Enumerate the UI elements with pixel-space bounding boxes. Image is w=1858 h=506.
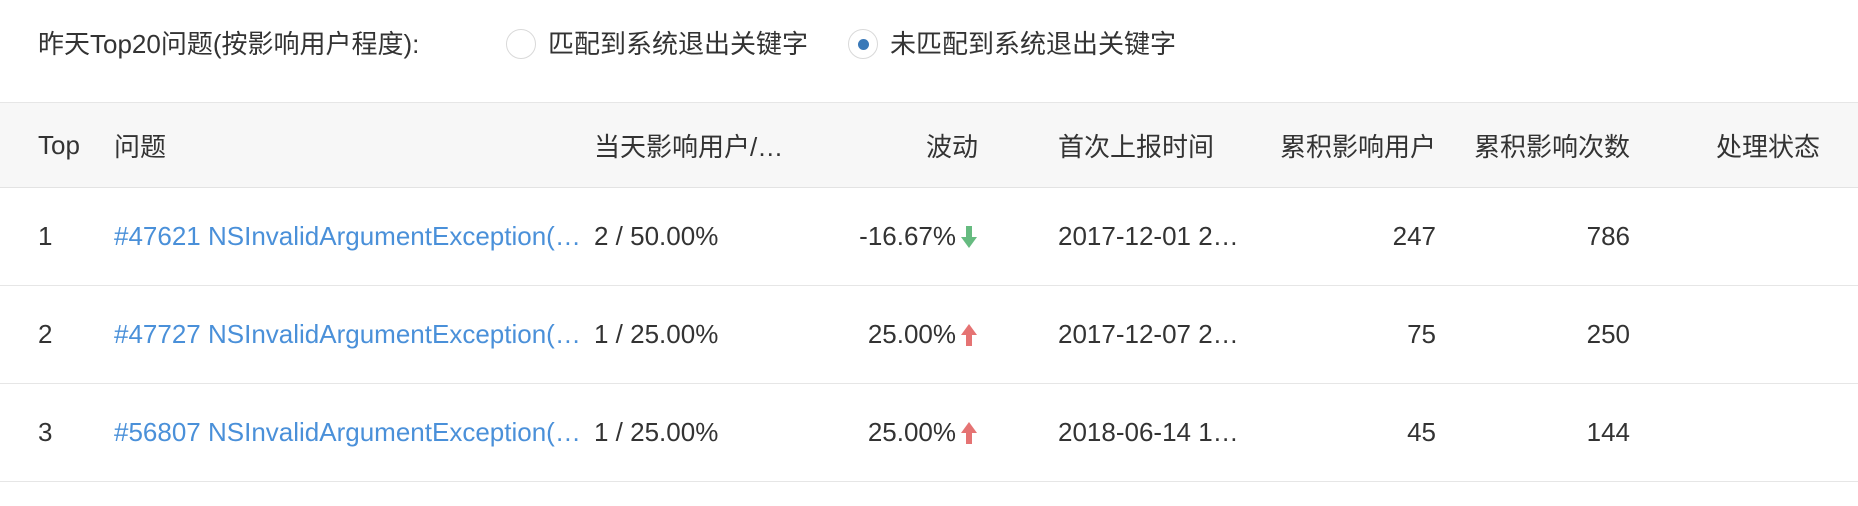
table-row: 2 #47727 NSInvalidArgumentException(… 1 … [0, 286, 1858, 384]
arrow-up-icon [961, 421, 977, 444]
cell-trend: 25.00% [820, 384, 978, 481]
header-cumulative-users[interactable]: 累积影响用户 [1279, 131, 1436, 162]
table-row: 3 #56807 NSInvalidArgumentException(… 1 … [0, 384, 1858, 482]
cell-top: 1 [38, 221, 53, 251]
header-status[interactable]: 处理状态 [1715, 131, 1820, 162]
radio-button-checked-icon[interactable] [848, 29, 878, 59]
header-today-users[interactable]: 当天影响用户/… [594, 131, 784, 162]
cell-status [1690, 188, 1820, 285]
cell-trend: 25.00% [820, 286, 978, 383]
cell-cumulative-times: 144 [1586, 417, 1630, 447]
cell-first-report: 2018-06-14 1… [1058, 417, 1239, 447]
radio-label[interactable]: 匹配到系统退出关键字 [548, 29, 809, 59]
cell-cumulative-users: 45 [1407, 417, 1436, 447]
radio-label[interactable]: 未匹配到系统退出关键字 [890, 29, 1177, 59]
radio-matched-exit-keyword[interactable]: 匹配到系统退出关键字 [506, 26, 808, 62]
radio-unmatched-exit-keyword[interactable]: 未匹配到系统退出关键字 [848, 26, 1176, 62]
cell-cumulative-times: 786 [1586, 221, 1630, 251]
cell-first-report: 2017-12-01 2… [1058, 221, 1239, 251]
header-trend[interactable]: 波动 [925, 131, 978, 162]
issue-link[interactable]: #56807 NSInvalidArgumentException(… [114, 417, 581, 447]
issue-link[interactable]: #47727 NSInvalidArgumentException(… [114, 319, 581, 349]
header-issue[interactable]: 问题 [114, 131, 167, 162]
top-issues-table: Top 问题 当天影响用户/… 波动 首次上报时间 累积影响用户 累积影响次数 … [0, 102, 1858, 482]
radio-button-icon[interactable] [506, 29, 536, 59]
cell-cumulative-users: 247 [1392, 221, 1436, 251]
cell-today-users: 1 / 25.00% [594, 319, 719, 349]
table-row: 1 #47621 NSInvalidArgumentException(… 2 … [0, 188, 1858, 286]
header-top[interactable]: Top [38, 129, 80, 160]
header-cumulative-times[interactable]: 累积影响次数 [1473, 131, 1630, 162]
cell-first-report: 2017-12-07 2… [1058, 319, 1239, 349]
cell-trend: -16.67% [820, 188, 978, 285]
header-first-report[interactable]: 首次上报时间 [1058, 131, 1215, 162]
cell-top: 2 [38, 319, 53, 349]
arrow-up-icon [961, 323, 977, 346]
cell-status [1690, 286, 1820, 383]
cell-cumulative-users: 75 [1407, 319, 1436, 349]
cell-today-users: 1 / 25.00% [594, 417, 719, 447]
table-header: Top 问题 当天影响用户/… 波动 首次上报时间 累积影响用户 累积影响次数 … [0, 102, 1858, 188]
cell-today-users: 2 / 50.00% [594, 221, 719, 251]
issue-link[interactable]: #47621 NSInvalidArgumentException(… [114, 221, 581, 251]
arrow-down-icon [961, 225, 977, 248]
cell-cumulative-times: 250 [1586, 319, 1630, 349]
cell-top: 3 [38, 417, 53, 447]
filter-bar: 昨天Top20问题(按影响用户程度): 匹配到系统退出关键字 未匹配到系统退出关… [0, 0, 1858, 89]
filter-label: 昨天Top20问题(按影响用户程度): [38, 29, 420, 59]
cell-status [1690, 384, 1820, 481]
